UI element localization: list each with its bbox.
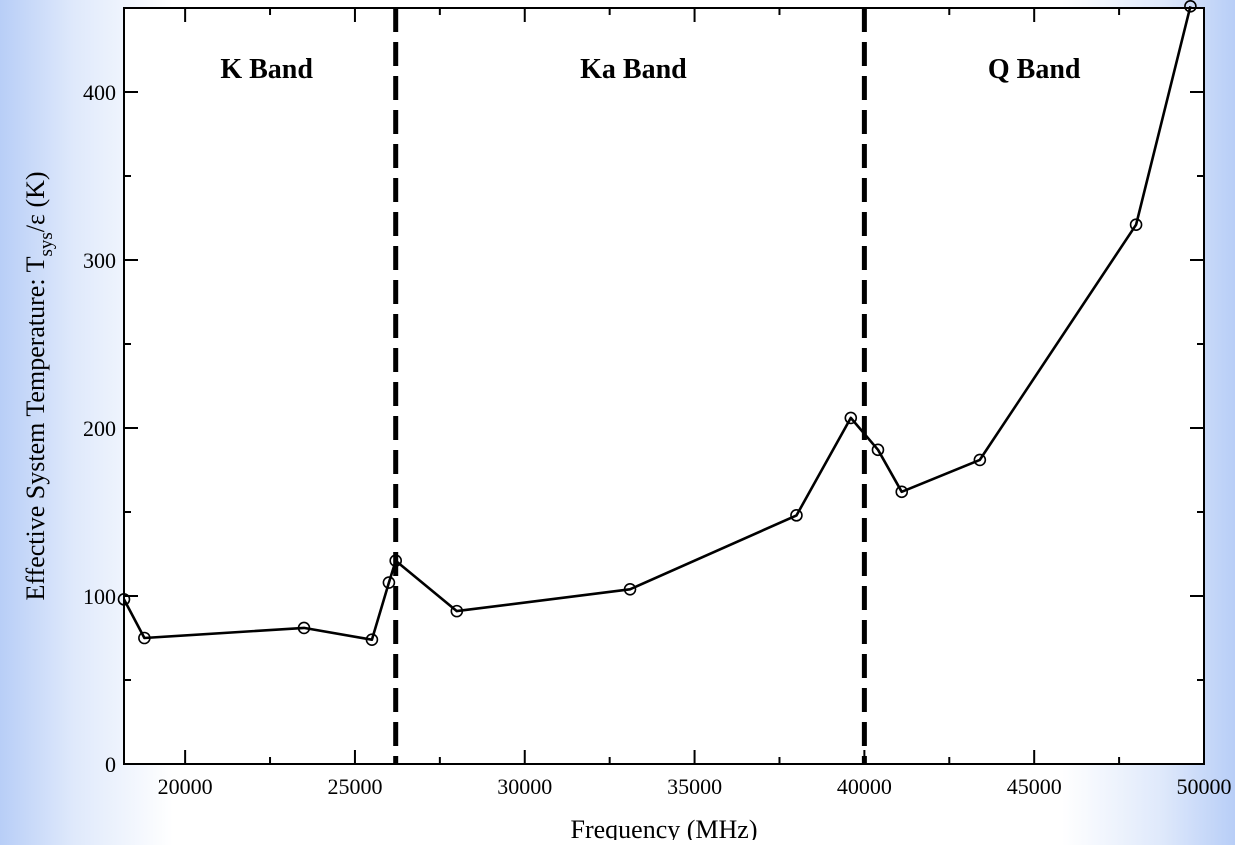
plot-background (124, 8, 1204, 764)
y-axis-label-prefix: Effective System Temperature: T (21, 256, 50, 600)
band-label-0: K Band (220, 54, 313, 85)
y-axis-label-subscript: sys (36, 232, 57, 256)
y-tick-label: 200 (83, 416, 116, 441)
data-point-11 (895, 485, 909, 499)
y-tick-label: 300 (83, 248, 116, 273)
series-line-0 (122, 5, 1192, 642)
y-tick-label: 100 (83, 584, 116, 609)
x-tick-label: 50000 (1177, 774, 1232, 799)
data-point-12 (973, 453, 987, 467)
data-point-13 (1129, 218, 1143, 232)
y-tick-label: 0 (105, 752, 116, 777)
data-point-4 (382, 576, 396, 589)
band-label-2: Q Band (988, 54, 1081, 85)
data-point-8 (790, 509, 803, 522)
data-point-6 (450, 604, 464, 618)
band-label-1: Ka Band (580, 54, 687, 85)
data-point-1 (138, 631, 151, 645)
x-tick-label: 40000 (837, 774, 892, 799)
y-axis-label-suffix: /ε (K) (21, 171, 50, 232)
plot-frame (123, 7, 1205, 765)
x-axis-label: Frequency (MHz) (571, 815, 758, 840)
data-point-9 (844, 411, 858, 425)
x-tick-label: 20000 (158, 774, 213, 799)
x-tick-label: 35000 (667, 774, 722, 799)
data-point-5 (389, 554, 402, 568)
data-point-3 (365, 633, 379, 646)
x-tick-label: 25000 (327, 774, 382, 799)
data-point-14 (1184, 0, 1197, 13)
y-tick-label: 400 (83, 80, 116, 105)
data-point-7 (623, 582, 637, 596)
x-tick-label: 45000 (1007, 774, 1062, 799)
x-tick-label: 30000 (497, 774, 552, 799)
data-point-2 (297, 621, 311, 635)
data-point-10 (871, 443, 885, 457)
y-axis-label: Effective System Temperature: Tsys/ε (K) (21, 171, 57, 600)
